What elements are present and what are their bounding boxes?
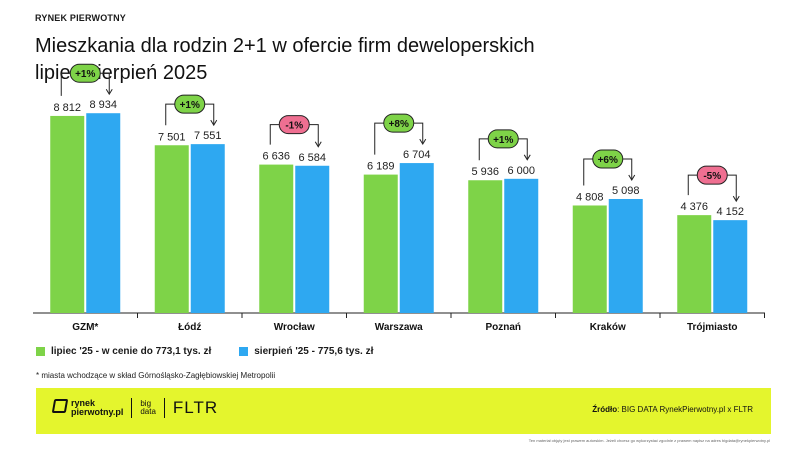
legend-swatch-july: [36, 347, 45, 356]
change-arrow-2: [314, 141, 322, 148]
change-arrow-0: [105, 88, 113, 96]
value-label-august-2: 6 584: [298, 152, 326, 164]
bigdata-logo: big data: [140, 399, 156, 416]
legend-label-july: lipiec '25 - w cenie do 773,1 tys. zł: [51, 346, 212, 357]
change-badge-5: [592, 149, 624, 169]
change-badge-1: [174, 94, 206, 114]
change-arrow-3: [419, 138, 427, 146]
category-label-5: Kraków: [590, 322, 626, 333]
value-label-august-4: 6 000: [507, 165, 535, 177]
change-badge-0: [69, 63, 101, 83]
bar-july-6: [677, 215, 712, 313]
change-badge-3: [383, 113, 415, 133]
rynekpierwotny-logo-text: rynek pierwotny.pl: [71, 398, 124, 417]
value-label-july-1: 7 501: [158, 131, 186, 143]
footnote: * miasta wchodzące w skład Górnośląsko-Z…: [36, 371, 276, 380]
source-note: Źródło: BIG DATA RynekPierwotny.pl x FLT…: [592, 405, 753, 414]
bar-july-2: [259, 164, 294, 313]
logo-separator: [131, 398, 133, 418]
value-label-august-0: 8 934: [89, 99, 117, 111]
change-arrow-6: [732, 195, 740, 203]
value-label-july-5: 4 808: [576, 191, 604, 203]
logos: rynek pierwotny.pl big data FLTR: [52, 398, 218, 418]
change-badge-2: [278, 115, 310, 135]
legend-item-august: sierpień '25 - 775,6 tys. zł: [239, 346, 373, 357]
logo-separator-2: [163, 398, 165, 418]
bar-july-1: [154, 145, 189, 313]
rynekpierwotny-logo-icon: [52, 399, 66, 417]
change-label-1: +1%: [180, 100, 200, 111]
change-arrow-4: [523, 154, 531, 161]
fltr-logo: FLTR: [172, 398, 219, 417]
legend-item-july: lipiec '25 - w cenie do 773,1 tys. zł: [36, 346, 211, 357]
value-label-july-0: 8 812: [53, 102, 81, 114]
bar-august-1: [190, 144, 225, 313]
title-line-1: Mieszkania dla rodzin 2+1 w ofercie firm…: [35, 35, 535, 57]
category-label-6: Trójmiasto: [687, 322, 738, 333]
change-label-5: +6%: [598, 155, 618, 166]
change-badge-4: [487, 129, 519, 149]
category-label-0: GZM*: [72, 322, 98, 333]
category-label-2: Wrocław: [274, 322, 315, 333]
value-label-july-6: 4 376: [680, 201, 708, 213]
legend: lipiec '25 - w cenie do 773,1 tys. zł si…: [36, 346, 401, 357]
change-label-2: -1%: [285, 121, 303, 132]
value-label-august-1: 7 551: [194, 130, 222, 142]
value-label-july-4: 5 936: [471, 166, 499, 178]
category-label-4: Poznań: [485, 322, 521, 333]
bar-august-4: [504, 178, 539, 313]
value-label-august-3: 6 704: [403, 149, 431, 161]
change-arrow-1: [210, 119, 218, 127]
category-label-3: Warszawa: [375, 322, 423, 333]
change-label-0: +1%: [75, 69, 95, 80]
value-label-july-2: 6 636: [262, 151, 290, 163]
bar-july-4: [468, 180, 503, 313]
bar-july-5: [572, 205, 607, 313]
bar-chart: 8 812 8 934 GZM* +1% 7 501 7 551 Łódź +1% 6 636 6…: [33, 63, 765, 333]
legend-label-august: sierpień '25 - 775,6 tys. zł: [254, 346, 374, 357]
value-label-august-5: 5 098: [612, 185, 640, 197]
bar-august-5: [608, 198, 643, 313]
value-label-july-3: 6 189: [367, 161, 395, 173]
section-label: RYNEK PIERWOTNY: [35, 13, 127, 23]
legal-note: Ten materiał objęty jest prawem autorski…: [528, 438, 770, 443]
change-badge-6: [696, 165, 728, 185]
change-arrow-5: [628, 174, 636, 181]
legend-swatch-august: [239, 347, 249, 356]
bar-august-2: [295, 165, 330, 313]
change-label-4: +1%: [493, 135, 513, 146]
category-label-1: Łódź: [178, 322, 201, 333]
change-label-3: +8%: [389, 119, 409, 130]
bar-july-3: [363, 174, 398, 313]
bar-august-0: [86, 113, 121, 313]
value-label-august-6: 4 152: [716, 206, 744, 218]
bar-august-3: [399, 163, 434, 313]
bar-july-0: [50, 115, 85, 313]
footer-bar: rynek pierwotny.pl big data FLTR Źródło:…: [36, 388, 771, 434]
change-label-6: -5%: [703, 171, 721, 182]
bar-august-6: [713, 220, 748, 313]
